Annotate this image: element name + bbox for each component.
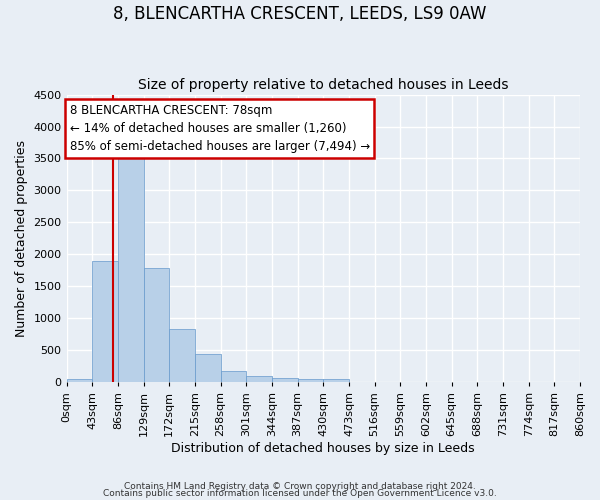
Bar: [118, 158, 143, 382]
Bar: [143, 268, 169, 382]
Bar: [246, 376, 272, 382]
Text: 8, BLENCARTHA CRESCENT, LEEDS, LS9 0AW: 8, BLENCARTHA CRESCENT, LEEDS, LS9 0AW: [113, 5, 487, 23]
Text: Contains public sector information licensed under the Open Government Licence v3: Contains public sector information licen…: [103, 489, 497, 498]
Text: 8 BLENCARTHA CRESCENT: 78sqm
← 14% of detached houses are smaller (1,260)
85% of: 8 BLENCARTHA CRESCENT: 78sqm ← 14% of de…: [70, 104, 370, 153]
Bar: [67, 379, 92, 382]
Bar: [298, 379, 323, 382]
Bar: [221, 372, 246, 382]
Y-axis label: Number of detached properties: Number of detached properties: [15, 140, 28, 337]
Bar: [92, 261, 118, 382]
Text: Contains HM Land Registry data © Crown copyright and database right 2024.: Contains HM Land Registry data © Crown c…: [124, 482, 476, 491]
Title: Size of property relative to detached houses in Leeds: Size of property relative to detached ho…: [138, 78, 509, 92]
Bar: [169, 329, 195, 382]
X-axis label: Distribution of detached houses by size in Leeds: Distribution of detached houses by size …: [172, 442, 475, 455]
Bar: [272, 378, 298, 382]
Bar: [323, 379, 349, 382]
Bar: [195, 354, 221, 382]
